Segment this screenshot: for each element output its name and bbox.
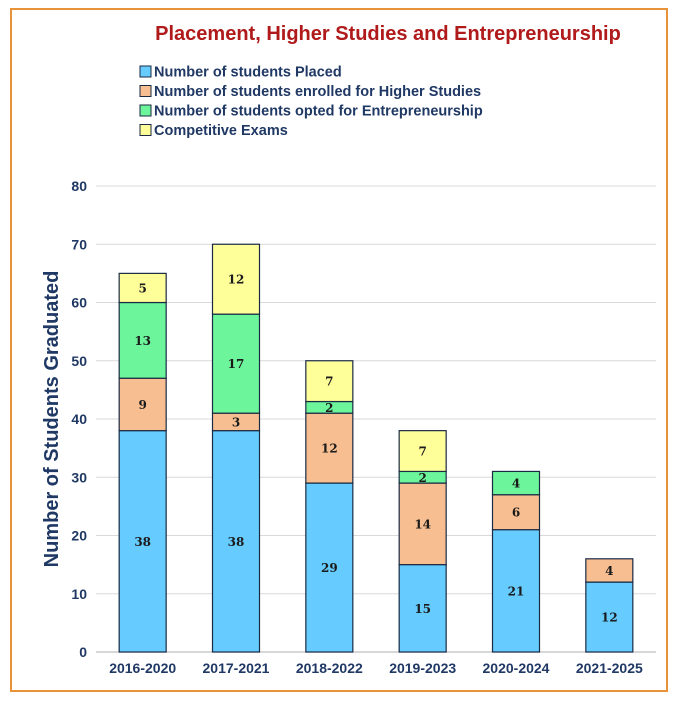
data-label: 7: [325, 375, 333, 389]
bar-segment: [398, 564, 447, 653]
legend-entry: Number of students Placed: [154, 65, 342, 81]
data-label: 12: [321, 442, 338, 456]
data-label: 3: [232, 415, 240, 429]
x-tick-label: 2020-2024: [483, 660, 550, 676]
data-label: 14: [414, 517, 431, 531]
x-tick-label: 2019-2023: [389, 660, 456, 676]
legend: Number of students Placed Number of stude…: [139, 65, 483, 139]
bar-segment: [211, 430, 261, 653]
y-tick-label: 70: [71, 236, 87, 252]
y-axis-ticks: 0 10 20 30 40 50 60 70 80: [71, 178, 87, 660]
data-label: 13: [134, 334, 151, 348]
data-label: 21: [508, 584, 525, 598]
data-label: 15: [414, 602, 431, 616]
x-tick-label: 2018-2022: [296, 660, 363, 676]
legend-entry: Number of students enrolled for Higher S…: [154, 84, 481, 100]
y-tick-label: 50: [71, 353, 87, 369]
bar-segment: [118, 430, 167, 653]
data-label: 29: [321, 561, 338, 575]
x-axis-ticks: 2016-2020 2017-2021 2018-2022 2019-2023 2020…: [109, 660, 643, 676]
data-label: 38: [228, 535, 245, 549]
legend-swatch: [139, 85, 152, 97]
legend-entry: Competitive Exams: [154, 123, 288, 139]
y-tick-label: 40: [71, 411, 87, 427]
bar-segment: [118, 301, 167, 379]
chart-title: Placement, Higher Studies and Entreprene…: [155, 23, 621, 45]
data-label: 9: [138, 398, 146, 412]
y-tick-label: 60: [71, 295, 87, 311]
data-label: 5: [138, 281, 146, 295]
data-label: 4: [605, 564, 613, 578]
bar-segment: [211, 313, 261, 414]
bar-segment: [118, 272, 167, 304]
data-label: 12: [228, 273, 245, 287]
y-tick-label: 80: [71, 178, 87, 194]
bar-segment: [118, 377, 167, 432]
data-label: 6: [512, 506, 520, 520]
bar-segment: [305, 412, 354, 484]
bar-segment: [585, 581, 634, 653]
data-label: 17: [228, 357, 245, 371]
legend-swatch: [139, 104, 152, 117]
y-tick-label: 0: [79, 644, 87, 660]
x-tick-label: 2021-2025: [576, 660, 643, 676]
bar-segment: [211, 243, 261, 315]
data-label: 2: [325, 401, 333, 415]
data-label: 38: [134, 535, 151, 549]
data-label: 12: [601, 611, 618, 625]
data-label: 7: [418, 445, 426, 459]
bar-segment: [491, 470, 541, 496]
y-tick-label: 10: [71, 586, 87, 602]
bar-segment: [305, 482, 354, 653]
x-tick-label: 2016-2020: [109, 660, 176, 676]
bar-segment: [491, 529, 541, 653]
legend-swatch: [139, 65, 152, 78]
bar-segment: [491, 494, 541, 531]
bar-segment: [398, 482, 447, 566]
bar-segment: [585, 558, 634, 583]
y-tick-label: 30: [71, 469, 87, 485]
legend-swatch: [139, 124, 152, 136]
x-tick-label: 2017-2021: [203, 660, 270, 676]
y-axis-label: Number of Students Graduated: [41, 271, 63, 568]
gridlines: [96, 185, 656, 653]
bar-segment: [398, 430, 447, 473]
data-label: 2: [418, 471, 426, 485]
legend-entry: Number of students opted for Entrepreneu…: [154, 104, 483, 120]
data-label: 4: [512, 477, 520, 491]
bar-segment: [305, 360, 354, 403]
bars: 38 9 13 5 38 3 17 12 29 12 2 7 15 14 2 7 21 6 4 12 4: [118, 243, 634, 653]
y-tick-label: 20: [71, 528, 87, 544]
